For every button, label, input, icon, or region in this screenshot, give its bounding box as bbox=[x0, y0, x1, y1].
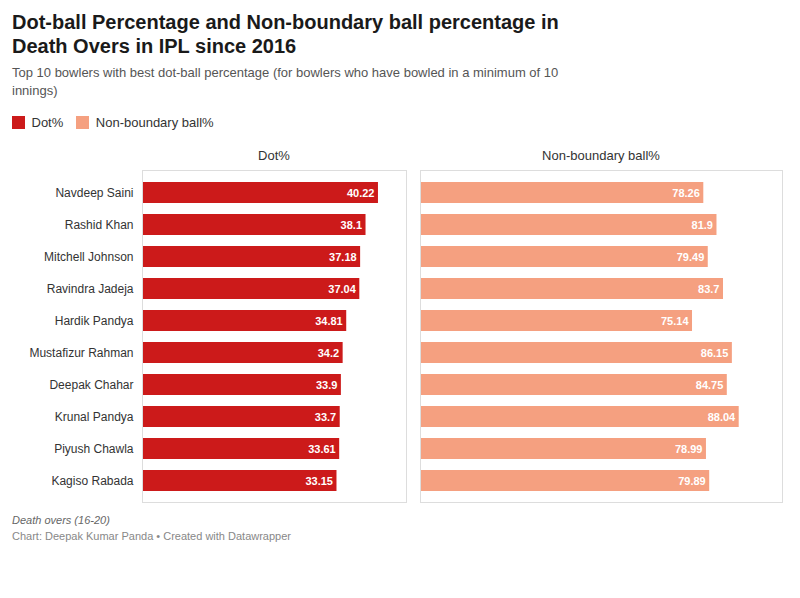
html-text:Dot%: Dot% bbox=[31, 115, 64, 130]
html-text:Dot%: Dot% bbox=[258, 147, 290, 163]
svg-text:Hardik Pandya: Hardik Pandya bbox=[55, 313, 134, 327]
svg-text:Ravindra Jadeja: Ravindra Jadeja bbox=[47, 281, 134, 295]
svg-text:34.81: 34.81 bbox=[315, 314, 343, 326]
html-text:Non-boundary ball%: Non-boundary ball% bbox=[95, 115, 214, 130]
html-text:Non-boundary ball%: Non-boundary ball% bbox=[542, 147, 660, 163]
svg-text:40.22: 40.22 bbox=[347, 186, 375, 198]
svg-text:79.89: 79.89 bbox=[678, 474, 706, 486]
svg-text:Mitchell Johnson: Mitchell Johnson bbox=[44, 249, 133, 263]
svg-text:Krunal Pandya: Krunal Pandya bbox=[55, 409, 134, 423]
svg-text:79.49: 79.49 bbox=[677, 250, 705, 262]
svg-text:33.15: 33.15 bbox=[305, 474, 333, 486]
svg-text:86.15: 86.15 bbox=[701, 346, 729, 358]
html-text:Chart: Deepak Kumar Panda • Cr: Chart: Deepak Kumar Panda • Created with… bbox=[12, 529, 291, 542]
svg-text:Deepak Chahar: Deepak Chahar bbox=[49, 377, 133, 391]
html-text:Dot-ball Percentage and Non-bo: Dot-ball Percentage and Non-boundary bal… bbox=[12, 11, 559, 57]
svg-text:33.7: 33.7 bbox=[315, 410, 336, 422]
svg-text:37.18: 37.18 bbox=[329, 250, 357, 262]
svg-text:33.61: 33.61 bbox=[308, 442, 336, 454]
svg-text:Navdeep Saini: Navdeep Saini bbox=[55, 185, 133, 199]
svg-text:Rashid Khan: Rashid Khan bbox=[65, 217, 134, 231]
svg-text:88.04: 88.04 bbox=[708, 410, 736, 422]
svg-text:81.9: 81.9 bbox=[692, 218, 713, 230]
svg-text:Mustafizur Rahman: Mustafizur Rahman bbox=[29, 345, 133, 359]
svg-text:Kagiso Rabada: Kagiso Rabada bbox=[51, 473, 133, 487]
svg-text:83.7: 83.7 bbox=[698, 282, 719, 294]
html-text:Death overs (16-20): Death overs (16-20) bbox=[12, 513, 110, 526]
svg-text:78.99: 78.99 bbox=[675, 442, 703, 454]
svg-text:Piyush Chawla: Piyush Chawla bbox=[54, 441, 134, 455]
svg-text:38.1: 38.1 bbox=[341, 218, 362, 230]
svg-text:75.14: 75.14 bbox=[661, 314, 689, 326]
svg-text:84.75: 84.75 bbox=[696, 378, 724, 390]
svg-text:33.9: 33.9 bbox=[316, 378, 337, 390]
svg-text:34.2: 34.2 bbox=[318, 346, 339, 358]
svg-text:78.26: 78.26 bbox=[672, 186, 700, 198]
html-text:Top 10 bowlers with best dot-b: Top 10 bowlers with best dot-ball percen… bbox=[12, 65, 559, 98]
svg-text:37.04: 37.04 bbox=[328, 282, 356, 294]
